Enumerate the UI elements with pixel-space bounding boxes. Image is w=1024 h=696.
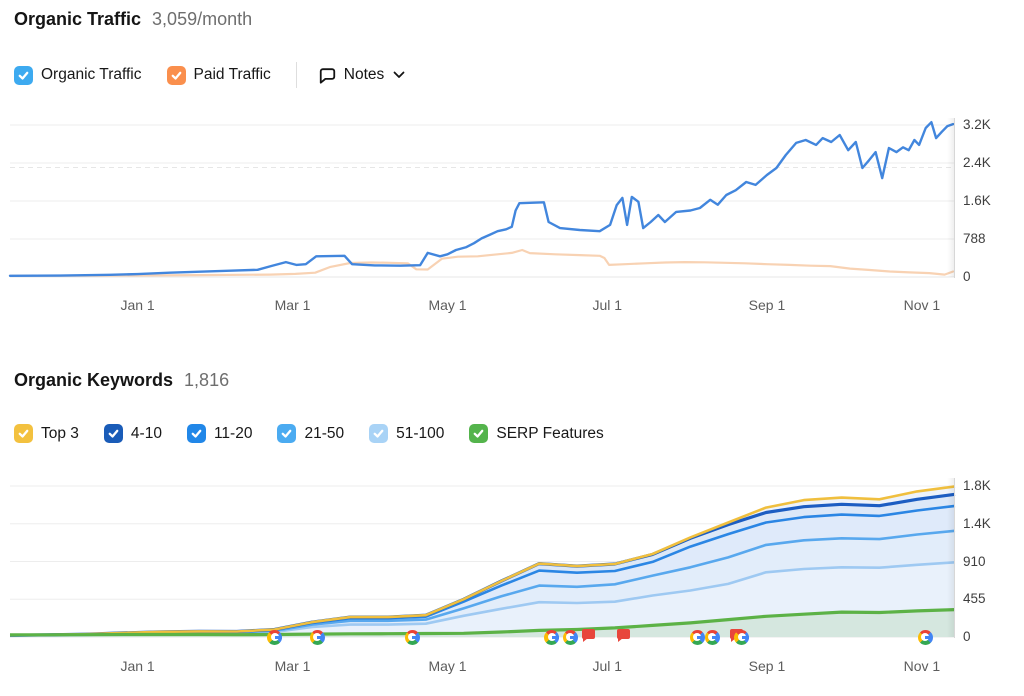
google-update-icon[interactable] — [689, 629, 705, 645]
y-tick-455: 455 — [963, 591, 986, 607]
y-tick-3-2k: 3.2K — [963, 117, 991, 132]
note-bubble-icon — [319, 67, 335, 84]
legend-item-serp-features[interactable]: SERP Features — [469, 424, 604, 443]
keywords-legend-items: Top 3 4-10 11-20 21-50 51-100 SERP Features — [14, 424, 629, 443]
legend-label-4-10: 4-10 — [130, 424, 162, 442]
note-flag-icon[interactable] — [581, 629, 595, 642]
checkbox-21-50[interactable] — [277, 424, 297, 443]
google-update-icon[interactable] — [309, 629, 325, 645]
x-tick-jan-1: Jan 1 — [120, 658, 155, 674]
google-update-icon[interactable] — [704, 629, 720, 645]
x-tick-nov-1: Nov 1 — [903, 658, 941, 674]
organic-keywords-header: Organic Keywords 1,816 — [14, 370, 229, 391]
legend-label-top-3: Top 3 — [41, 424, 79, 442]
x-tick-sep-1: Sep 1 — [748, 297, 786, 313]
legend-item-organic-traffic[interactable]: Organic Traffic — [14, 65, 142, 85]
checkbox-51-100[interactable] — [369, 424, 389, 443]
notes-label: Notes — [343, 66, 385, 83]
legend-label-51-100: 51-100 — [396, 424, 445, 442]
x-tick-jul-1: Jul 1 — [592, 297, 623, 313]
traffic-legend-items: Organic Traffic Paid Traffic — [14, 65, 296, 85]
serp-features-line[interactable] — [9, 608, 956, 637]
y-tick-2-4k: 2.4K — [963, 155, 991, 170]
organic-keywords-value: 1,816 — [184, 370, 230, 390]
check-icon — [108, 429, 119, 438]
x-tick-may-1: May 1 — [428, 297, 467, 313]
traffic-chart-right-border — [954, 118, 955, 278]
serp-features-fill — [10, 609, 955, 637]
google-update-icon[interactable] — [267, 629, 283, 645]
traffic-legend-row: Organic Traffic Paid Traffic Notes — [14, 62, 405, 88]
x-tick-jan-1: Jan 1 — [120, 297, 155, 313]
y-tick-1-8k: 1.8K — [963, 478, 991, 493]
check-icon — [18, 71, 29, 80]
x-tick-mar-1: Mar 1 — [274, 658, 311, 674]
legend-item-paid-traffic[interactable]: Paid Traffic — [166, 65, 271, 85]
legend-divider — [295, 62, 297, 88]
checkbox-4-10[interactable] — [103, 424, 123, 443]
checkbox-11-20[interactable] — [186, 424, 206, 443]
y-tick-788: 788 — [963, 231, 986, 246]
keywords-legend-row: Top 3 4-10 11-20 21-50 51-100 SERP Features — [14, 424, 629, 443]
check-icon — [18, 429, 29, 438]
x-tick-mar-1: Mar 1 — [274, 297, 311, 313]
checkbox-top-3[interactable] — [14, 424, 33, 443]
y-tick-0: 0 — [963, 269, 971, 284]
google-update-icon[interactable] — [404, 629, 420, 645]
check-icon — [191, 429, 202, 438]
organic-traffic-title: Organic Traffic — [14, 9, 142, 29]
paid-traffic-line[interactable] — [8, 248, 955, 277]
google-update-icon[interactable] — [562, 629, 578, 645]
organic-traffic-chart[interactable] — [8, 118, 955, 286]
legend-label-21-50: 21-50 — [304, 424, 345, 442]
check-icon — [171, 71, 181, 80]
legend-label-paid-traffic: Paid Traffic — [193, 66, 271, 83]
keywords-chart-markers — [10, 474, 955, 645]
google-update-icon[interactable] — [734, 629, 750, 645]
checkbox-organic-traffic[interactable] — [14, 65, 33, 85]
x-tick-nov-1: Nov 1 — [903, 297, 941, 313]
note-flag-icon[interactable] — [617, 629, 631, 642]
traffic-chart-edge-shade — [947, 118, 955, 277]
legend-label-11-20: 11-20 — [213, 424, 253, 442]
google-update-icon[interactable] — [917, 629, 933, 645]
organic-traffic-header: Organic Traffic 3,059/month — [14, 9, 252, 30]
y-tick-0: 0 — [963, 629, 971, 644]
legend-label-organic-traffic: Organic Traffic — [41, 66, 142, 83]
keywords-chart-edge-shade — [947, 478, 955, 637]
legend-item-top-3[interactable]: Top 3 — [14, 424, 79, 443]
legend-label-serp-features: SERP Features — [496, 424, 604, 442]
checkbox-serp-features[interactable] — [469, 424, 489, 443]
y-tick-910: 910 — [963, 553, 986, 569]
band-51-100 — [10, 562, 955, 637]
organic-keywords-title: Organic Keywords — [14, 370, 174, 390]
x-tick-may-1: May 1 — [428, 658, 467, 674]
legend-item-11-20[interactable]: 11-20 — [186, 424, 253, 443]
y-tick-1-4k: 1.4K — [963, 515, 991, 531]
check-icon — [373, 429, 384, 438]
band-21-50 — [10, 530, 955, 636]
checkbox-paid-traffic[interactable] — [166, 65, 186, 85]
organic-keywords-chart[interactable] — [9, 474, 956, 642]
x-tick-jul-1: Jul 1 — [592, 658, 623, 674]
y-tick-1-6k: 1.6K — [963, 193, 991, 208]
check-icon — [282, 429, 292, 438]
x-tick-sep-1: Sep 1 — [748, 658, 786, 674]
keywords-chart-right-border — [954, 478, 955, 638]
legend-item-51-100[interactable]: 51-100 — [369, 424, 444, 443]
legend-item-4-10[interactable]: 4-10 — [103, 424, 162, 443]
check-icon — [473, 429, 484, 438]
google-update-icon[interactable] — [544, 629, 560, 645]
notes-control[interactable]: Notes — [318, 66, 406, 85]
band-top-3 — [10, 486, 955, 636]
organic-traffic-value: 3,059/month — [152, 9, 253, 29]
top-3-line[interactable] — [9, 485, 956, 637]
organic-traffic-line[interactable] — [8, 121, 955, 277]
chevron-down-icon — [393, 71, 405, 78]
legend-item-21-50[interactable]: 21-50 — [277, 424, 344, 443]
